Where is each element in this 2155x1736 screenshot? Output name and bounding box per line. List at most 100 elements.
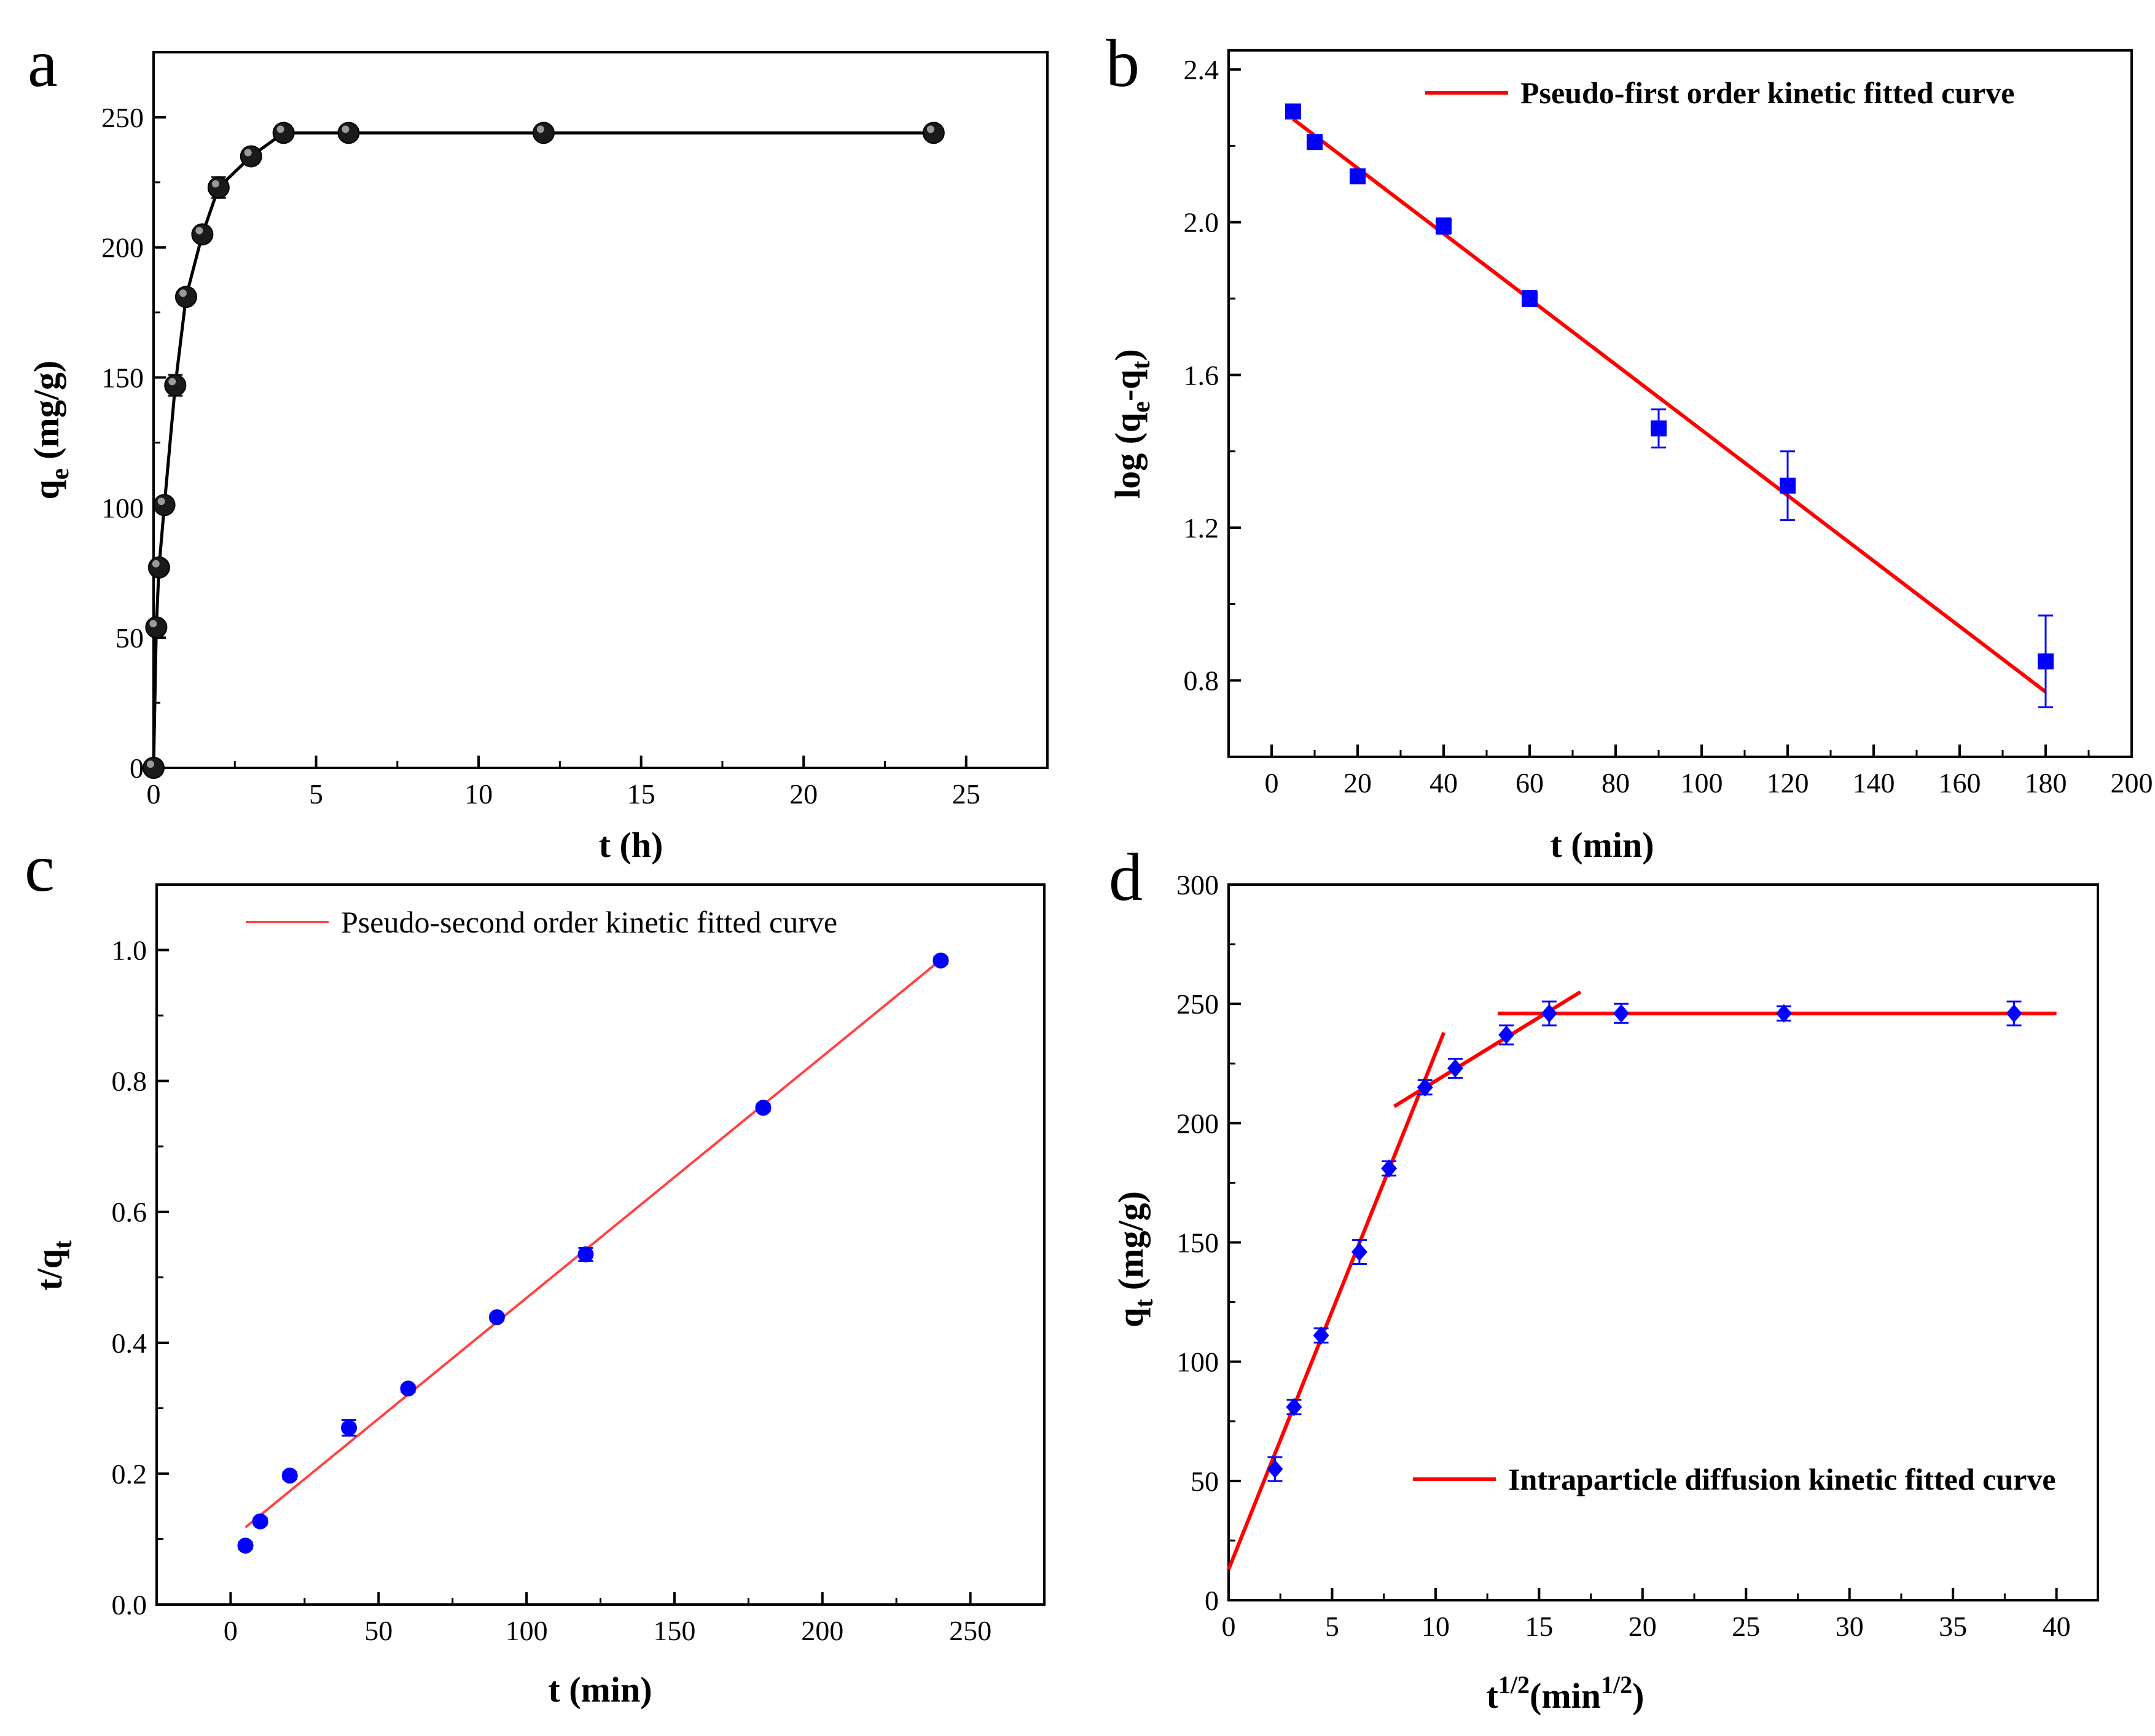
x-tick-label: 25	[1732, 1611, 1760, 1642]
legend-label: Intraparticle diffusion kinetic fitted c…	[1508, 1462, 2056, 1496]
y-tick-label: 250	[101, 102, 144, 133]
data-point	[1313, 1326, 1329, 1345]
x-tick-label: 25	[952, 778, 980, 810]
y-tick-label: 200	[101, 232, 144, 264]
data-point	[922, 122, 945, 144]
data-point	[1267, 1460, 1283, 1479]
x-tick-label: 60	[1516, 767, 1544, 799]
panel-b: b 0 20 40 60 80 100 120 140 160 180 200 0.8 1.2 1.6 2.…	[1106, 26, 2153, 865]
panel-d-letter: d	[1109, 840, 1143, 915]
panel-d-y-axis-label: qt (mg/g)	[1111, 1191, 1159, 1327]
x-tick-label: 50	[364, 1615, 393, 1646]
data-point	[207, 176, 230, 199]
data-point	[1436, 217, 1452, 234]
y-tick-label: 150	[1176, 1227, 1219, 1259]
data-point-highlight	[149, 620, 157, 628]
panel-c-x-axis-label: t (min)	[548, 1670, 652, 1710]
data-point	[1350, 168, 1366, 185]
x-tick-label: 200	[801, 1615, 843, 1646]
panel-c-plot-area: 0 50 100 150 200 250 0.0 0.2 0.4 0.6 0.8 1.0 Pseudo-…	[112, 883, 1046, 1646]
data-point	[1307, 134, 1323, 151]
y-tick-label: 0.6	[112, 1197, 147, 1228]
x-tick-label: 5	[1325, 1611, 1339, 1642]
panel-a-ylabel-main: q	[26, 480, 66, 499]
panel-d: d 0 5 10 15 20 25 30 35 40 0 50 100 150 200 250 300 Intr…	[1109, 840, 2099, 1716]
y-tick-label: 200	[1176, 1108, 1219, 1139]
x-tick-label: 120	[1767, 767, 1809, 799]
panel-b-y-axis-label: log (qe-qt)	[1108, 349, 1156, 499]
data-point	[153, 494, 176, 517]
y-tick-label: 0	[130, 753, 144, 784]
data-point	[272, 122, 295, 144]
data-point	[2006, 1004, 2022, 1023]
y-tick-label: 50	[1191, 1466, 1219, 1497]
y-tick-label: 0.8	[112, 1066, 147, 1097]
panel-a-ylabel-sub: e	[46, 468, 74, 480]
data-point	[1775, 1004, 1792, 1023]
data-point	[1541, 1004, 1557, 1023]
y-tick-label: 0.8	[1184, 665, 1219, 697]
data-point	[1498, 1025, 1515, 1044]
panel-d-x-axis-label: t1/2(min1/2)	[1487, 1671, 1645, 1716]
panel-b-x-axis-label: t (min)	[1550, 825, 1654, 865]
x-tick-label: 40	[1429, 767, 1458, 799]
x-tick-label: 15	[627, 778, 655, 810]
panel-c-ylabel-main: t/q	[29, 1249, 69, 1291]
data-point	[488, 1309, 505, 1326]
panel-c-ylabel-sub: t	[49, 1240, 77, 1249]
x-tick-label: 5	[309, 778, 323, 810]
panel-d-ylabel-sub: t	[1130, 1299, 1159, 1308]
panel-b-letter: b	[1106, 26, 1140, 101]
data-point	[400, 1380, 417, 1397]
data-point-highlight	[926, 125, 934, 133]
data-point	[1522, 291, 1538, 307]
x-tick-label: 20	[789, 778, 818, 810]
data-point	[1651, 420, 1667, 437]
panel-c: c 0 50 100 150 200 250 0.0 0.2 0.4 0.6 0.8 1.0 Pseud…	[25, 831, 1046, 1710]
panel-c-letter: c	[25, 831, 55, 905]
x-tick-label: 30	[1836, 1611, 1864, 1642]
data-point	[1613, 1004, 1630, 1023]
data-point	[147, 556, 170, 579]
x-tick-label: 0	[147, 778, 161, 810]
x-tick-label: 40	[2043, 1611, 2071, 1642]
panel-b-ylabel-sub2: t	[1127, 361, 1156, 369]
y-tick-label: 100	[1176, 1347, 1219, 1378]
y-tick-label: 250	[1176, 988, 1219, 1020]
data-point-highlight	[152, 560, 160, 568]
panel-a-letter: a	[28, 26, 58, 101]
x-tick-label: 200	[2111, 767, 2153, 799]
panel-a-x-axis-label: t (h)	[599, 825, 663, 865]
legend-label: Pseudo-first order kinetic fitted curve	[1520, 76, 2014, 110]
x-tick-label: 35	[1939, 1611, 1967, 1642]
data-point-highlight	[276, 125, 284, 133]
y-tick-label: 300	[1176, 869, 1219, 901]
fit-line	[1227, 1031, 1446, 1570]
panel-b-ylabel-rest: )	[1108, 349, 1148, 361]
y-tick-label: 2.0	[1184, 207, 1219, 238]
x-tick-label: 0	[1265, 767, 1279, 799]
y-tick-label: 0	[1205, 1585, 1219, 1616]
panel-b-ylabel-sub1: e	[1127, 401, 1156, 413]
data-point	[1417, 1078, 1433, 1097]
data-point	[1381, 1159, 1398, 1178]
data-point	[164, 374, 187, 397]
x-tick-label: 0	[224, 1615, 238, 1646]
panel-d-ylabel-rest: (mg/g)	[1111, 1191, 1151, 1299]
data-point-highlight	[147, 760, 154, 768]
y-tick-label: 1.6	[1184, 359, 1219, 391]
x-tick-label: 140	[1853, 767, 1895, 799]
x-tick-label: 15	[1525, 1611, 1553, 1642]
fit-line	[1292, 117, 2047, 694]
x-tick-label: 100	[506, 1615, 548, 1646]
data-point	[1447, 1059, 1463, 1078]
data-point	[252, 1513, 268, 1530]
x-tick-label: 0	[1222, 1611, 1236, 1642]
plot-frame	[152, 51, 1049, 769]
data-point	[933, 952, 949, 969]
y-tick-label: 0.2	[112, 1458, 147, 1490]
data-point	[577, 1246, 594, 1262]
